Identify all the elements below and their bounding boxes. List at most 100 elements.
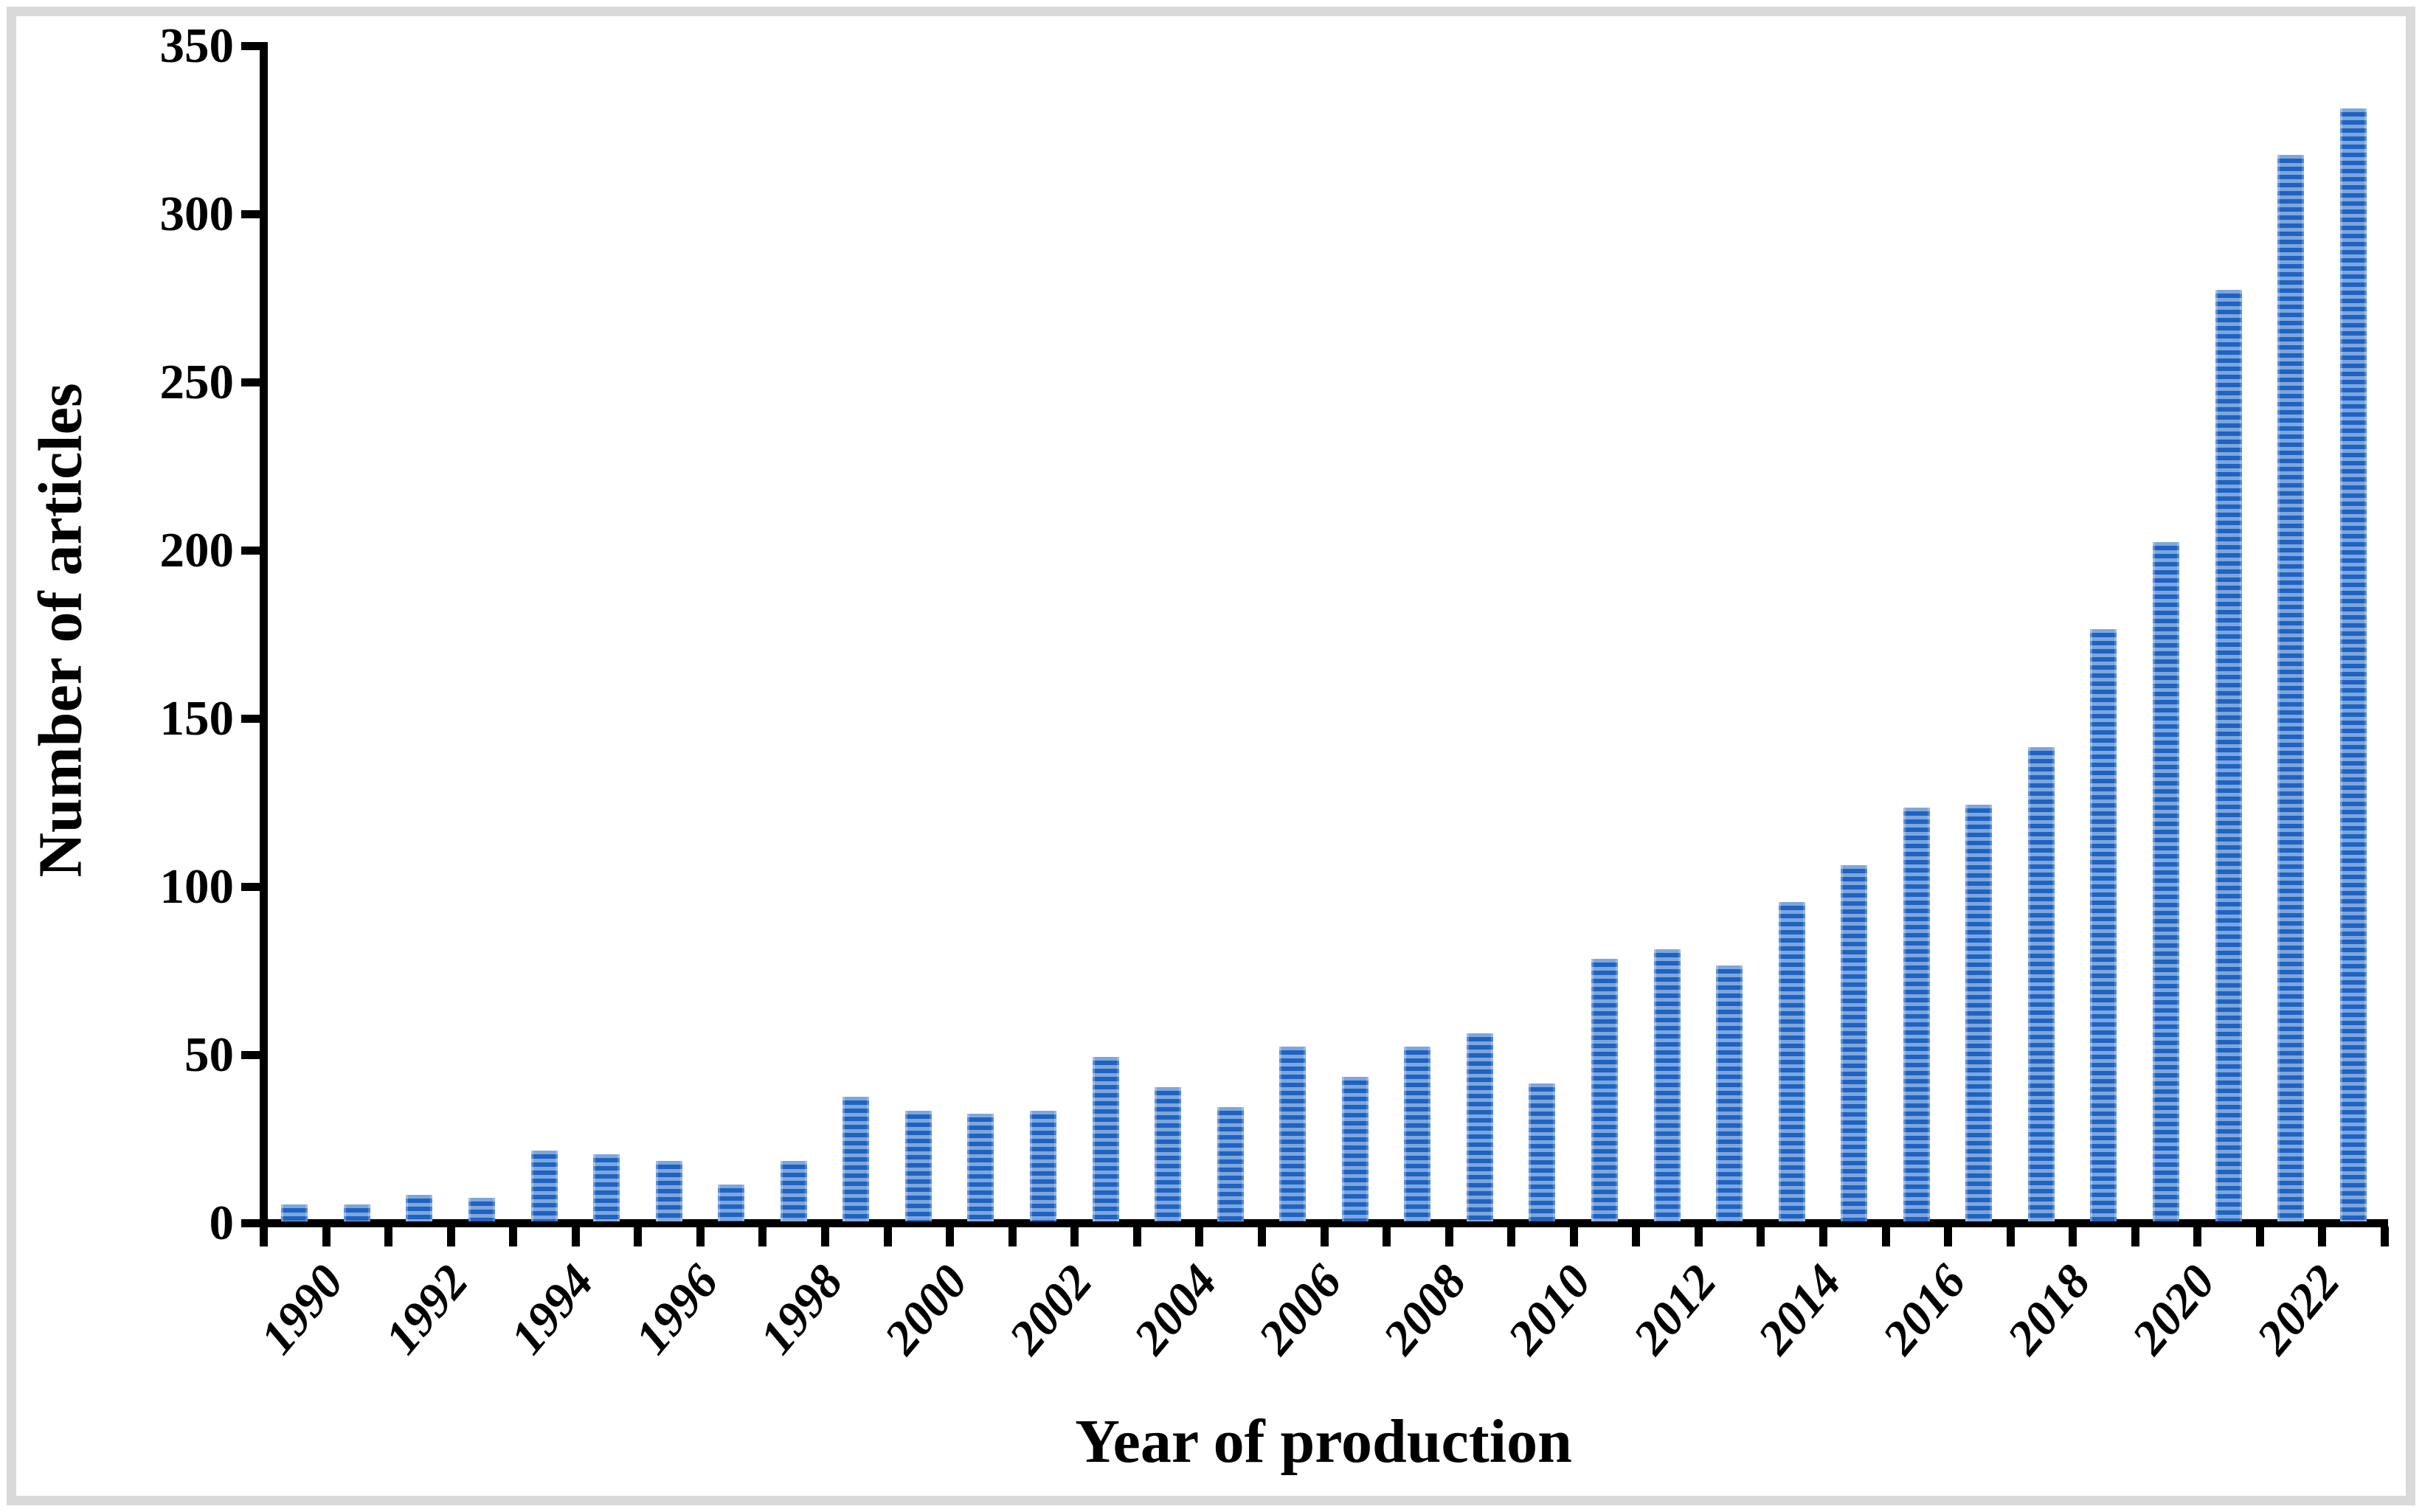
x-axis-title: Year of production [1075, 1407, 1572, 1476]
bar-1999 [842, 1097, 869, 1221]
x-tick [2255, 1227, 2264, 1246]
x-tick [571, 1227, 580, 1246]
x-tick [1444, 1227, 1453, 1246]
bar-1997 [718, 1185, 744, 1221]
x-tick [1694, 1227, 1703, 1246]
x-tick [1195, 1227, 1204, 1246]
x-tick [446, 1227, 455, 1246]
x-tick [2006, 1227, 2015, 1246]
bar-2000 [905, 1111, 932, 1221]
y-tick-label: 200 [159, 523, 235, 578]
x-tick [821, 1227, 830, 1246]
x-tick [1383, 1227, 1391, 1246]
bar-2021 [2215, 290, 2242, 1221]
x-tick-label: 2018 [1997, 1255, 2101, 1364]
y-tick-label: 0 [209, 1196, 235, 1250]
bar-1991 [344, 1204, 370, 1221]
x-tick [1132, 1227, 1141, 1246]
bar-2003 [1093, 1057, 1119, 1221]
x-tick [883, 1227, 892, 1246]
bar-2019 [2090, 629, 2117, 1221]
bar-2009 [1467, 1033, 1493, 1221]
bar-1990 [281, 1204, 308, 1221]
x-tick-label: 1996 [624, 1255, 729, 1364]
x-tick [1569, 1227, 1578, 1246]
bar-2022 [2277, 155, 2304, 1221]
x-tick-label: 2012 [1622, 1255, 1727, 1364]
x-tick [1944, 1227, 1953, 1246]
bar-1994 [531, 1151, 558, 1221]
y-axis-title: Number of articles [26, 383, 95, 878]
bar-1993 [468, 1198, 495, 1221]
bar-2015 [1841, 865, 1867, 1221]
y-tick [241, 378, 265, 386]
x-tick [2381, 1227, 2389, 1246]
x-tick-label: 2002 [999, 1255, 1103, 1364]
y-tick-label: 250 [159, 355, 235, 409]
x-tick [1507, 1227, 1516, 1246]
x-axis-line [260, 1219, 2388, 1227]
y-tick-label: 350 [159, 18, 235, 73]
y-tick [241, 210, 265, 218]
x-tick [1320, 1227, 1329, 1246]
x-tick-label: 2022 [2246, 1255, 2351, 1364]
x-tick-label: 2014 [1747, 1255, 1852, 1364]
x-tick [384, 1227, 393, 1246]
x-tick [1757, 1227, 1765, 1246]
x-tick [946, 1227, 955, 1246]
x-tick [1257, 1227, 1266, 1246]
bar-2008 [1404, 1047, 1430, 1221]
bar-2001 [967, 1114, 994, 1221]
x-tick-label: 2016 [1872, 1255, 1976, 1364]
y-tick-label: 50 [184, 1027, 234, 1082]
bar-1992 [406, 1195, 432, 1221]
x-tick [758, 1227, 767, 1246]
bar-1998 [781, 1161, 807, 1221]
x-tick-label: 1992 [375, 1255, 480, 1364]
x-tick-label: 2010 [1498, 1255, 1602, 1364]
x-tick-label: 1994 [499, 1255, 604, 1364]
x-tick-label: 1990 [250, 1255, 355, 1364]
bar-2010 [1529, 1083, 1555, 1221]
y-tick [241, 547, 265, 555]
x-tick-label: 2006 [1248, 1255, 1353, 1364]
x-tick [1632, 1227, 1641, 1246]
bar-2007 [1342, 1077, 1369, 1221]
y-axis-line [260, 42, 268, 1227]
bar-2002 [1030, 1111, 1056, 1221]
x-tick [2193, 1227, 2202, 1246]
x-tick [2069, 1227, 2077, 1246]
bar-2013 [1716, 965, 1743, 1221]
x-tick-label: 2008 [1373, 1255, 1478, 1364]
bar-2017 [1965, 805, 1992, 1221]
bar-2018 [2028, 747, 2055, 1221]
bar-2005 [1217, 1107, 1244, 1221]
x-tick [634, 1227, 643, 1246]
x-tick-label: 1998 [749, 1255, 854, 1364]
x-tick [1881, 1227, 1890, 1246]
y-tick [241, 1219, 265, 1227]
y-tick [241, 883, 265, 891]
x-tick-label: 2000 [873, 1255, 978, 1364]
x-tick [260, 1227, 268, 1246]
x-tick [2318, 1227, 2327, 1246]
x-tick [696, 1227, 705, 1246]
bar-2016 [1903, 808, 1930, 1221]
bar-1996 [656, 1161, 682, 1221]
y-tick-label: 100 [159, 859, 235, 914]
bar-2023 [2340, 108, 2367, 1221]
y-tick [241, 1051, 265, 1059]
y-tick [241, 715, 265, 723]
x-tick-label: 2004 [1124, 1255, 1228, 1364]
x-tick [1819, 1227, 1827, 1246]
x-tick [1070, 1227, 1079, 1246]
bar-2011 [1591, 959, 1618, 1221]
x-tick-label: 2020 [2122, 1255, 2226, 1364]
bar-1995 [593, 1154, 620, 1221]
y-tick-label: 300 [159, 187, 235, 241]
y-tick [241, 42, 265, 50]
bar-2020 [2153, 542, 2179, 1221]
bar-2006 [1279, 1047, 1306, 1221]
bar-2012 [1654, 949, 1681, 1221]
